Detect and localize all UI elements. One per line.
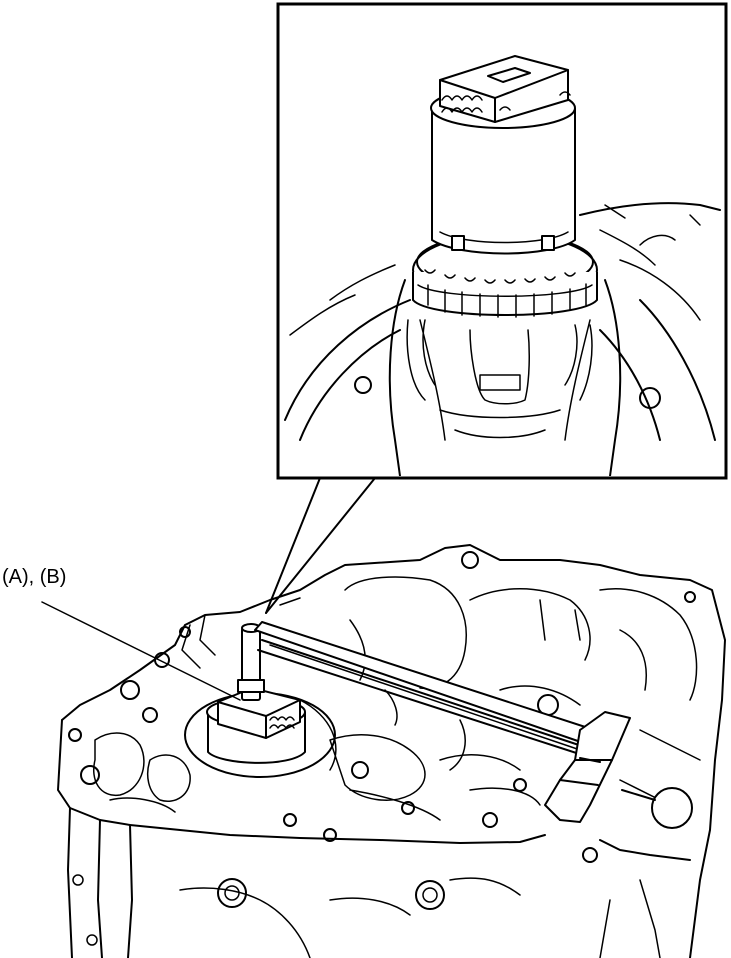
transmission-case	[57, 544, 726, 958]
torque-wrench	[254, 621, 693, 829]
detail-inset	[276, 2, 728, 480]
label-leader-line	[41, 601, 241, 701]
tool-callout-label: (A), (B)	[2, 566, 67, 588]
special-tool-in-bore	[206, 623, 306, 764]
magnify-callout-pointer	[265, 477, 376, 614]
